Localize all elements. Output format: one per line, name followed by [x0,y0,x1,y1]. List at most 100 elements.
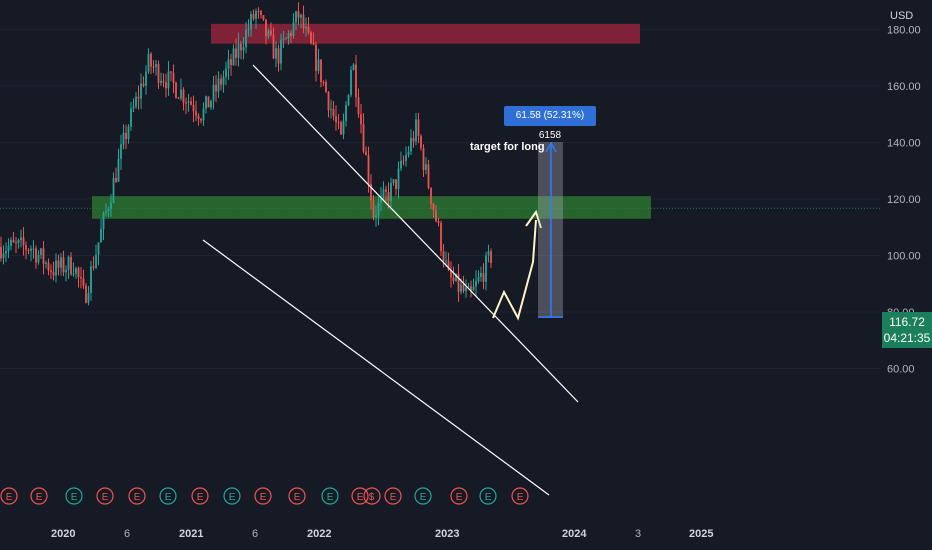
candle-body [332,108,335,117]
event-label: E [456,492,463,503]
candle-body [405,154,407,161]
candle-body [72,273,75,275]
candle-body [412,137,415,142]
event-label: E [6,492,13,503]
candle-body [365,151,367,156]
candle-body [355,64,357,98]
candle-body [205,96,207,109]
candle-body [292,22,295,37]
candle-body [335,116,337,123]
candle-body [100,229,102,243]
last-price: 116.72 [889,315,925,329]
candle-body [310,32,312,44]
event-label: E [327,492,334,503]
candle-body [345,105,347,121]
event-marker [191,487,209,505]
candle-body [207,96,210,108]
event-label: E [420,492,427,503]
projection-path [492,219,537,321]
target-label: target for long [470,141,545,153]
event-label: E [294,492,301,503]
candle-body [290,32,292,37]
candle-body [95,254,97,268]
candle-body [275,48,277,59]
candle-body [97,242,100,255]
candle-body [77,268,80,278]
candle-body [120,144,122,159]
candle-body [182,89,185,103]
candle-body [22,237,25,246]
candle-body [197,115,200,119]
event-marker [65,487,83,505]
candle-body [245,30,247,48]
candle-body [352,64,355,70]
candle-body [472,286,475,291]
x-tick-label: 2024 [562,528,587,540]
candle-body [160,80,162,83]
event-marker [223,487,241,505]
x-tick-label: 2022 [307,528,331,540]
candle-body [82,278,85,286]
candle-body [280,39,282,64]
candle-body [415,119,417,142]
candle-body [387,191,390,202]
resistance-zone [211,23,640,44]
candle-body [147,53,150,72]
event-marker [254,487,272,505]
y-tick-label: 100.00 [887,251,921,263]
candle-body [285,38,287,40]
candle-body [460,284,462,292]
candle-body [372,200,375,217]
candle-body [235,48,237,58]
candle-body [25,245,27,250]
event-marker [479,487,497,505]
candle-body [52,272,55,276]
candle-body [12,239,15,243]
event-label: E [485,492,492,503]
event-marker [128,487,146,505]
candle-body [487,251,490,256]
candle-body [167,71,170,89]
candle-body [110,202,112,209]
event-label: E [517,492,524,503]
event-marker [288,487,306,505]
candle-body [440,222,442,252]
candle-body [322,81,325,83]
measure-label[interactable]: 61.58 (52.31%) 6158 [504,106,596,141]
candle-body [222,76,225,85]
candle-body [465,287,467,292]
candle-body [70,256,72,275]
candle-body [297,11,300,18]
candle-body [125,132,127,140]
candle-body [27,249,30,251]
candle-body [270,30,272,35]
candle-body [40,248,42,255]
candle-body [127,126,130,140]
candle-body [172,72,175,83]
candle-body [305,26,307,29]
candle-body [180,89,182,99]
y-tick-label: 140.00 [887,138,921,150]
event-marker [159,487,177,505]
candle-body [32,248,35,250]
candle-body [255,11,257,19]
x-tick-label: 2025 [689,528,713,540]
candle-body [340,122,342,135]
candle-body [192,104,195,112]
candle-body [342,120,345,135]
candle-body [490,251,492,263]
candle-body [165,82,167,89]
countdown: 04:21:35 [883,331,931,345]
candle-body [55,260,57,276]
candle-body [455,273,457,281]
event-label: E [390,492,397,503]
candle-body [135,96,137,107]
candle-body [362,124,365,152]
y-tick-label: 60.00 [887,364,915,376]
candle-body [317,59,320,71]
event-marker [450,487,468,505]
candle-body [425,164,427,170]
event-marker [363,487,381,505]
